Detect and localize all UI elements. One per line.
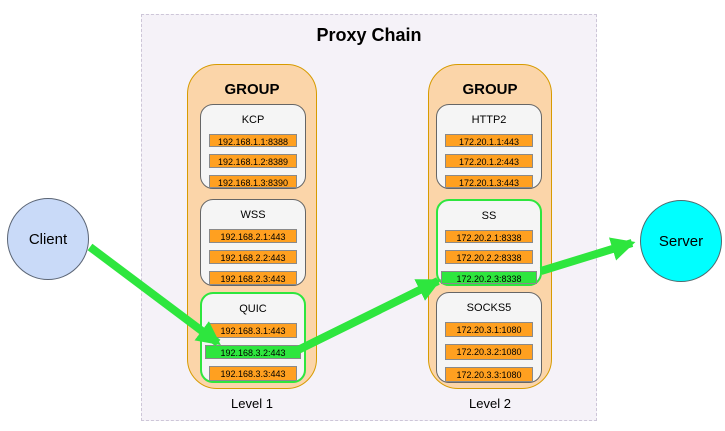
- endpoint-address: 172.20.2.1:8338: [445, 230, 533, 244]
- node-socks5-label: SOCKS5: [466, 302, 512, 314]
- node-quic-label: QUIC: [239, 303, 267, 315]
- endpoint-address: 172.20.1.2:443: [445, 154, 533, 168]
- level-1-label: Level 1: [231, 396, 273, 411]
- endpoint-address: 192.168.1.3:8390: [209, 174, 297, 188]
- endpoint-address: 172.20.3.2:1080: [445, 344, 533, 360]
- group-level-2: GROUP HTTP2 172.20.1.1:443 172.20.1.2:44…: [428, 64, 552, 389]
- client-label: Client: [28, 230, 68, 248]
- endpoint-address: 192.168.2.3:443: [209, 271, 297, 285]
- endpoint-address: 192.168.2.2:443: [209, 250, 297, 264]
- endpoint-address: 172.20.3.3:1080: [445, 366, 533, 382]
- endpoint-address: 172.20.3.1:1080: [445, 322, 533, 338]
- endpoint-address-selected: 172.20.2.3:8338: [441, 270, 537, 284]
- endpoint-address: 192.168.3.3:443: [209, 366, 297, 382]
- node-wss: WSS 192.168.2.1:443 192.168.2.2:443 192.…: [200, 199, 306, 286]
- client-node: Client: [7, 198, 89, 280]
- endpoint-address: 172.20.1.1:443: [445, 134, 533, 148]
- node-http2-label: HTTP2: [471, 114, 507, 126]
- endpoint-address: 192.168.1.2:8389: [209, 154, 297, 168]
- endpoint-address: 192.168.2.1:443: [209, 229, 297, 243]
- endpoint-address: 192.168.1.1:8388: [209, 134, 297, 148]
- endpoint-address: 172.20.1.3:443: [445, 174, 533, 188]
- server-label: Server: [658, 232, 704, 250]
- diagram-title: Proxy Chain: [316, 25, 422, 45]
- node-kcp: KCP 192.168.1.1:8388 192.168.1.2:8389 19…: [200, 104, 306, 189]
- endpoint-address: 172.20.2.2:8338: [445, 250, 533, 264]
- level-2-label: Level 2: [469, 396, 511, 411]
- group-level-1-title: GROUP: [224, 81, 280, 98]
- node-kcp-label: KCP: [241, 114, 265, 126]
- node-wss-label: WSS: [240, 209, 266, 221]
- node-quic: QUIC 192.168.3.1:443 192.168.3.2:443 192…: [200, 292, 306, 383]
- node-ss-label: SS: [481, 210, 497, 222]
- server-node: Server: [640, 200, 722, 282]
- node-socks5: SOCKS5 172.20.3.1:1080 172.20.3.2:1080 1…: [436, 292, 542, 383]
- group-level-1: GROUP KCP 192.168.1.1:8388 192.168.1.2:8…: [187, 64, 317, 389]
- endpoint-address-selected: 192.168.3.2:443: [205, 344, 301, 360]
- node-http2: HTTP2 172.20.1.1:443 172.20.1.2:443 172.…: [436, 104, 542, 189]
- endpoint-address: 192.168.3.1:443: [209, 323, 297, 338]
- node-ss: SS 172.20.2.1:8338 172.20.2.2:8338 172.2…: [436, 199, 542, 286]
- group-level-2-title: GROUP: [462, 81, 518, 98]
